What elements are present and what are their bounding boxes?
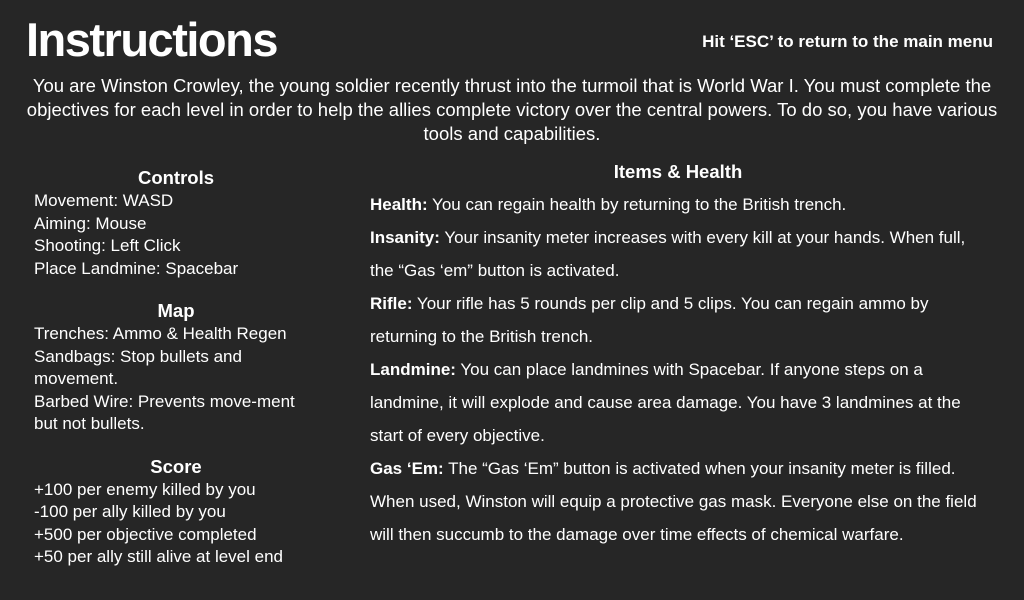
item-description: You can regain health by returning to th… — [427, 195, 847, 214]
items-health-heading: Items & Health — [613, 161, 743, 182]
item-description: The “Gas ‘Em” button is activated when y… — [370, 459, 977, 544]
item-name: Rifle: — [370, 294, 413, 313]
controls-line: Aiming: Mouse — [34, 213, 147, 233]
esc-hint: Hit ‘ESC’ to return to the main menu — [702, 32, 993, 51]
item-description: Your rifle has 5 rounds per clip and 5 c… — [370, 294, 929, 346]
intro-text: You are Winston Crowley, the young soldi… — [26, 75, 998, 144]
map-section: Map Trenches: Ammo & Health Regen Sandba… — [34, 299, 334, 436]
score-line: +500 per objective completed — [34, 524, 257, 544]
score-list: +100 per enemy killed by you -100 per al… — [34, 479, 334, 569]
item-name: Insanity: — [370, 228, 440, 247]
controls-line: Movement: WASD — [34, 191, 174, 210]
item-description: You can place landmines with Spacebar. I… — [370, 360, 961, 445]
item-name: Landmine: — [370, 360, 456, 379]
map-heading: Map — [157, 300, 195, 321]
controls-heading: Controls — [137, 167, 215, 188]
item-entry-rifle: Rifle: Your rifle has 5 rounds per clip … — [370, 287, 986, 353]
right-column: Items & Health Health: You can regain he… — [370, 160, 1000, 551]
score-line: -100 per ally killed by you — [34, 502, 226, 521]
item-entry-landmine: Landmine: You can place landmines with S… — [370, 353, 986, 452]
map-line: Sandbags: Stop bullets and movement. — [34, 346, 242, 389]
item-name: Gas ‘Em: — [370, 459, 444, 478]
item-entry-health: Health: You can regain health by returni… — [370, 188, 986, 221]
item-entry-gas-em: Gas ‘Em: The “Gas ‘Em” button is activat… — [370, 452, 986, 551]
item-entry-insanity: Insanity: Your insanity meter increases … — [370, 221, 986, 287]
controls-list: Movement: WASD Aiming: Mouse Shooting: L… — [34, 190, 334, 280]
page-title: Instructions — [26, 13, 278, 66]
score-line: +100 per enemy killed by you — [34, 479, 256, 499]
left-column: Controls Movement: WASD Aiming: Mouse Sh… — [34, 166, 334, 588]
controls-section: Controls Movement: WASD Aiming: Mouse Sh… — [34, 166, 334, 280]
score-line: +50 per ally still alive at level end — [34, 547, 283, 566]
score-section: Score +100 per enemy killed by you -100 … — [34, 455, 334, 569]
map-list: Trenches: Ammo & Health Regen Sandbags: … — [34, 323, 334, 436]
items-list: Health: You can regain health by returni… — [370, 188, 1000, 551]
score-heading: Score — [150, 455, 202, 477]
item-name: Health: — [370, 195, 428, 214]
controls-line: Shooting: Left Click — [34, 236, 181, 255]
item-description: Your insanity meter increases with every… — [370, 228, 966, 280]
controls-line: Place Landmine: Spacebar — [34, 258, 239, 278]
map-line: Trenches: Ammo & Health Regen — [34, 324, 287, 343]
map-line: Barbed Wire: Prevents move-ment but not … — [34, 391, 295, 434]
